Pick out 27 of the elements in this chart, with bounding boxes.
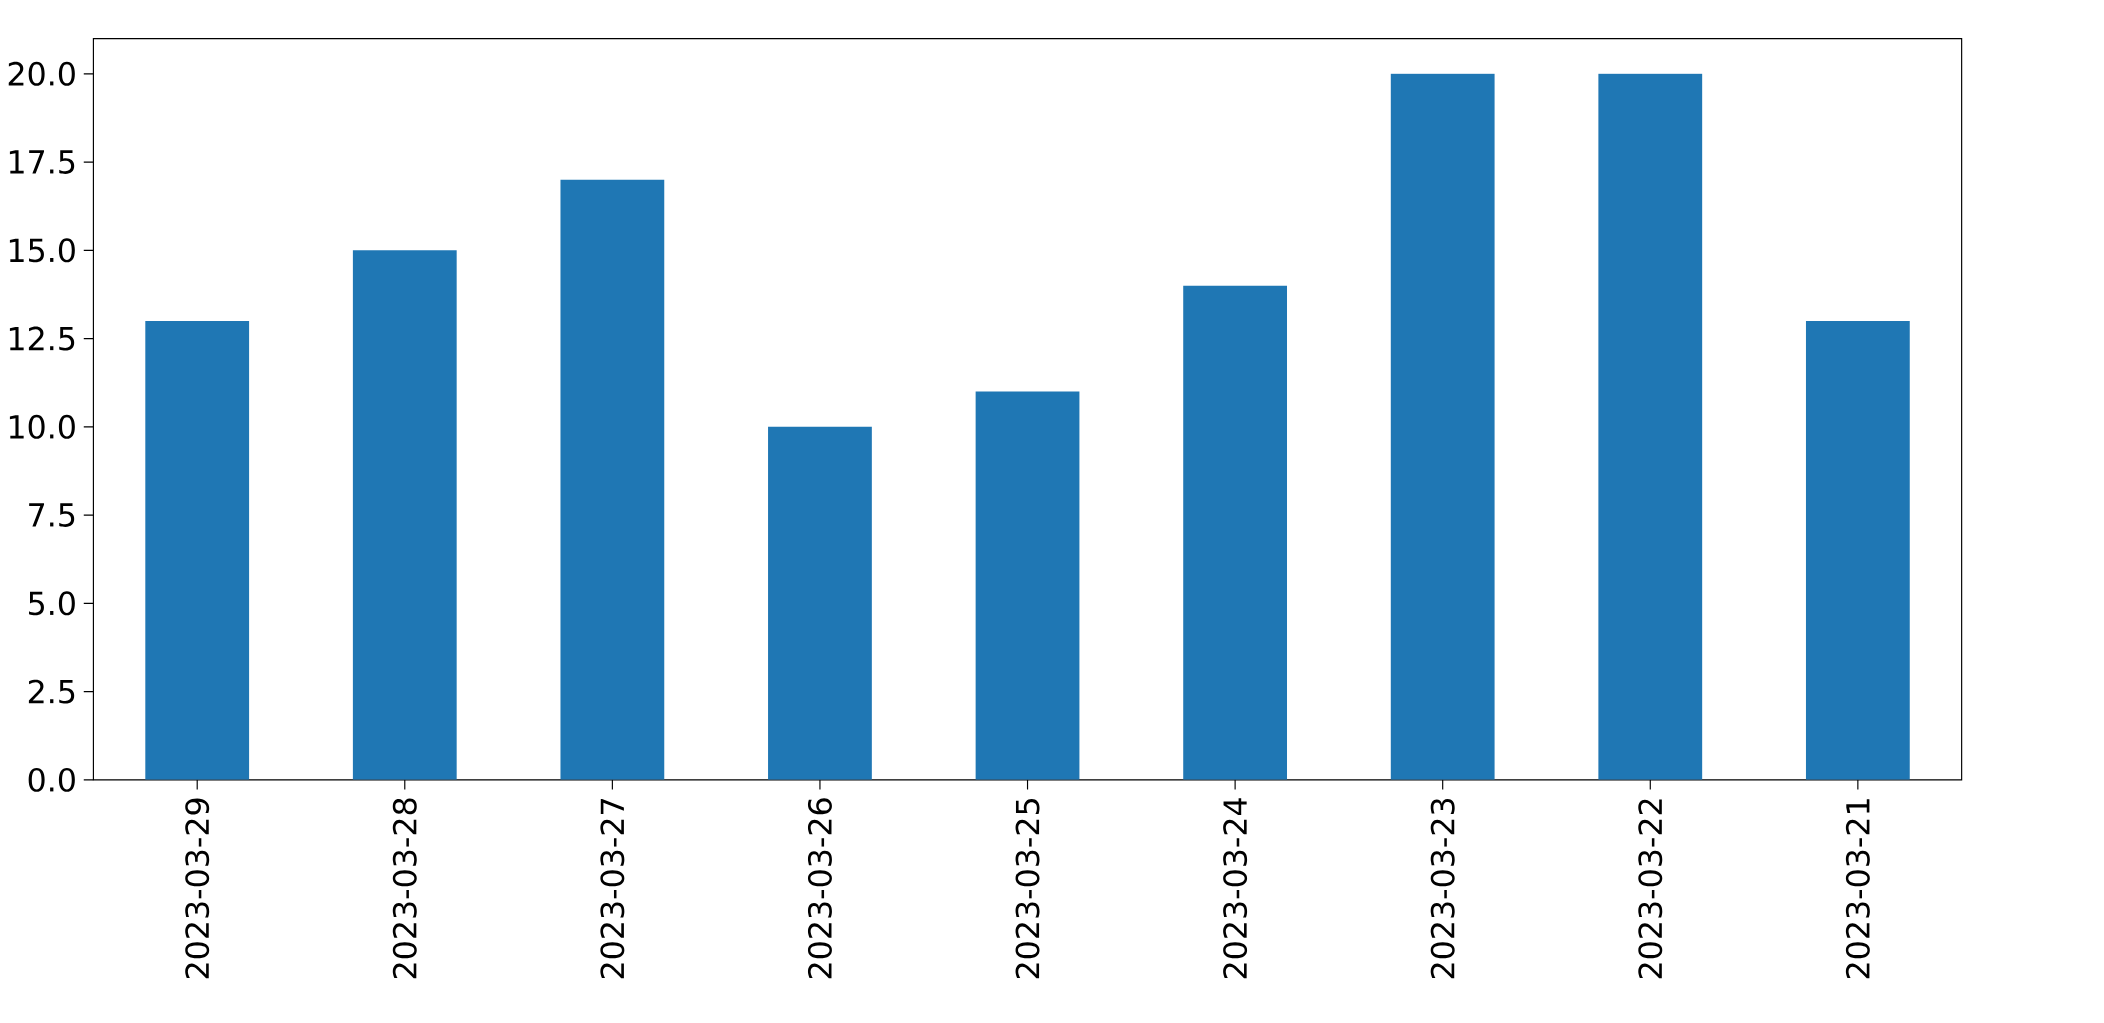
y-tick-label: 5.0 (29, 591, 75, 616)
bar (145, 321, 250, 780)
x-tick-label: 2023-03-27 (600, 799, 625, 979)
y-tick-label: 2.5 (28, 679, 75, 704)
bar (560, 179, 665, 780)
bar (1598, 73, 1703, 780)
y-tick-label: 15.0 (9, 238, 75, 263)
x-tick-label: 2023-03-29 (185, 798, 210, 979)
x-tick-label: 2023-03-24 (1223, 798, 1248, 979)
y-tick-label: 7.5 (29, 503, 75, 527)
y-tick-label: 0.0 (28, 767, 75, 792)
x-tick-label: 2023-03-22 (1638, 799, 1663, 979)
y-tick-label: 17.5 (9, 150, 75, 174)
y-tick-label: 20.0 (8, 61, 75, 86)
x-tick-label: 2023-03-28 (392, 798, 417, 979)
bar (1805, 321, 1910, 780)
x-tick-label: 2023-03-21 (1845, 799, 1870, 979)
bar (768, 426, 872, 780)
bar (1183, 285, 1287, 780)
bar (352, 250, 457, 780)
x-tick-label: 2023-03-25 (1015, 799, 1040, 979)
y-tick-label: 12.5 (9, 326, 75, 351)
x-tick-label: 2023-03-26 (807, 798, 832, 979)
bar (1390, 73, 1495, 780)
y-tick-label: 10.0 (9, 414, 75, 439)
x-tick-label: 2023-03-23 (1430, 798, 1455, 979)
bar (975, 391, 1080, 780)
